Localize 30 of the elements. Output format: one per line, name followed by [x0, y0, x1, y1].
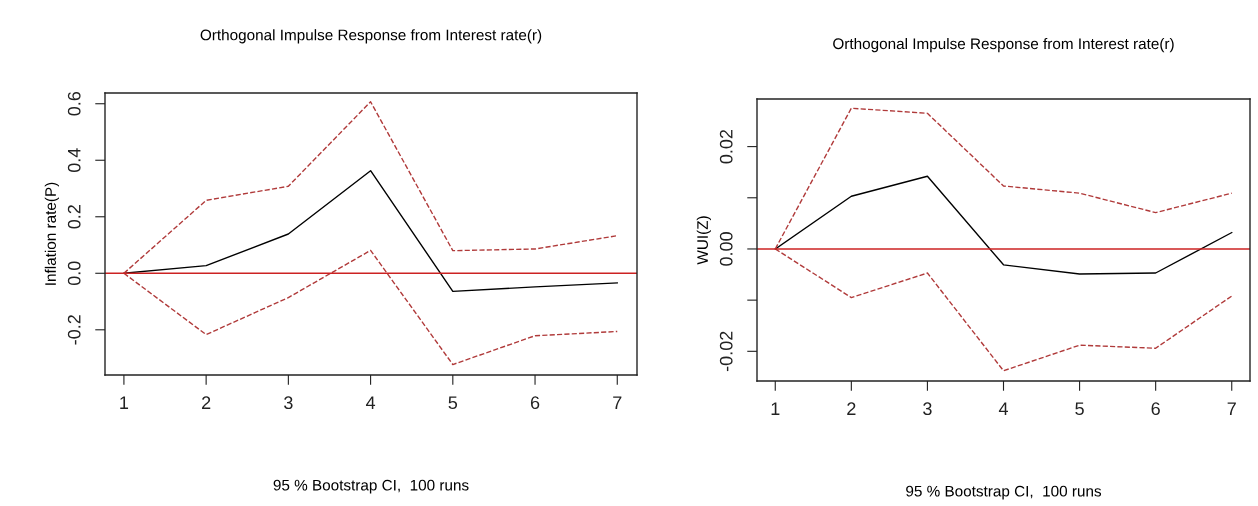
x-axis-title: 95 % Bootstrap CI, 100 runs: [906, 485, 1102, 500]
y-tick-label: 0.2: [67, 205, 81, 229]
chart-title: Orthogonal Impulse Response from Interest rate(r): [833, 37, 1174, 53]
x-tick-label: 3: [284, 396, 293, 410]
y-tick-label: 0.0: [67, 261, 81, 286]
x-tick-label: 4: [365, 396, 376, 409]
x-tick-label: 4: [998, 402, 1008, 415]
y-tick-label: 0.00: [719, 232, 733, 266]
y-axis-title: WUI(Z): [696, 216, 711, 265]
x-tick-label: 5: [1075, 402, 1084, 416]
x-tick-label: 7: [1227, 402, 1236, 415]
y-tick-label: 0.4: [67, 148, 81, 173]
x-tick-label: 3: [923, 402, 932, 416]
line-series: [774, 175, 1233, 275]
x-tick-label: 2: [202, 396, 211, 409]
x-tick-label: 5: [448, 396, 458, 410]
y-axis-title: Inflation rate(P): [44, 182, 59, 285]
y-tick-label: 0.02: [719, 129, 733, 164]
x-tick-label: 1: [771, 402, 780, 415]
x-tick-label: 7: [613, 396, 622, 409]
x-tick-label: 6: [1151, 402, 1160, 416]
x-tick-label: 6: [530, 396, 540, 410]
y-tick-label: 0.6: [67, 91, 81, 116]
x-axis-title: 95 % Bootstrap CI, 100 runs: [273, 479, 469, 494]
x-tick-label: 1: [120, 396, 129, 409]
chart-title: Orthogonal Impulse Response from Interest rate(r): [200, 29, 542, 44]
line-series: [123, 170, 618, 293]
x-tick-label: 2: [847, 402, 856, 415]
y-tick-label: -0.2: [67, 315, 81, 345]
y-tick-label: -0.02: [719, 331, 733, 372]
